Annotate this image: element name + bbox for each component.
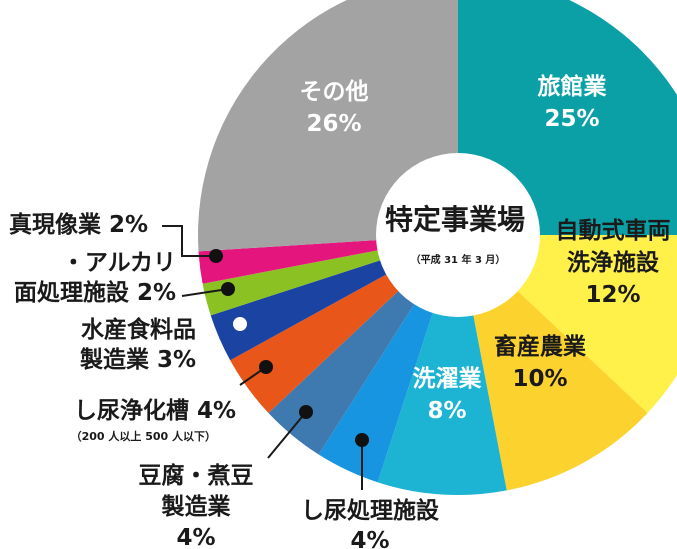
slice-label: 4% <box>350 528 389 549</box>
slice-markers <box>209 249 369 447</box>
slice-marker-dot <box>233 317 247 331</box>
slice-label: 豆腐・煮豆 <box>139 462 254 489</box>
slice-label: 自動式車両 <box>556 217 671 244</box>
slice-label: 26% <box>306 111 361 137</box>
slice-marker-dot <box>209 249 223 263</box>
leader-line <box>162 225 216 257</box>
slice-label: 製造業 3% <box>79 346 196 373</box>
center-hole <box>376 153 540 317</box>
slice-label: 8% <box>427 398 466 424</box>
slice-label: し尿処理施設 <box>301 497 440 524</box>
slice-label: （200 人以上 500 人以下） <box>71 429 216 443</box>
slice-label: 製造業 <box>161 493 232 520</box>
slice-marker-dot <box>355 433 369 447</box>
leader-line <box>181 288 229 297</box>
slice-label: その他 <box>300 79 369 105</box>
slice-label: 4% <box>176 525 215 549</box>
slice-label: 真現像業 2% <box>9 211 148 238</box>
slice-label: ・アルカリ <box>62 250 176 276</box>
slice-marker-dot <box>221 282 235 296</box>
center-title: 特定事業場 <box>385 203 525 236</box>
slice-label: 洗浄施設 <box>567 249 660 276</box>
pie-slice-洗濯業 <box>377 235 507 495</box>
slice-label: 25% <box>544 106 599 132</box>
slice-label: 面処理施設 2% <box>14 279 176 306</box>
leader-line <box>267 411 307 459</box>
slice-label: 10% <box>512 366 567 392</box>
slice-label: 旅館業 <box>538 73 608 100</box>
center-subtitle: （平成 31 年 3 月） <box>411 253 506 266</box>
slice-label: 洗濯業 <box>413 365 483 392</box>
slice-label: 水産食料品 <box>81 316 196 343</box>
slice-label: 畜産農業 <box>494 333 587 360</box>
slice-label: 12% <box>585 282 640 308</box>
slice-marker-dot <box>259 360 273 374</box>
slice-marker-dot <box>299 405 313 419</box>
slice-label: し尿浄化槽 4% <box>74 397 236 424</box>
